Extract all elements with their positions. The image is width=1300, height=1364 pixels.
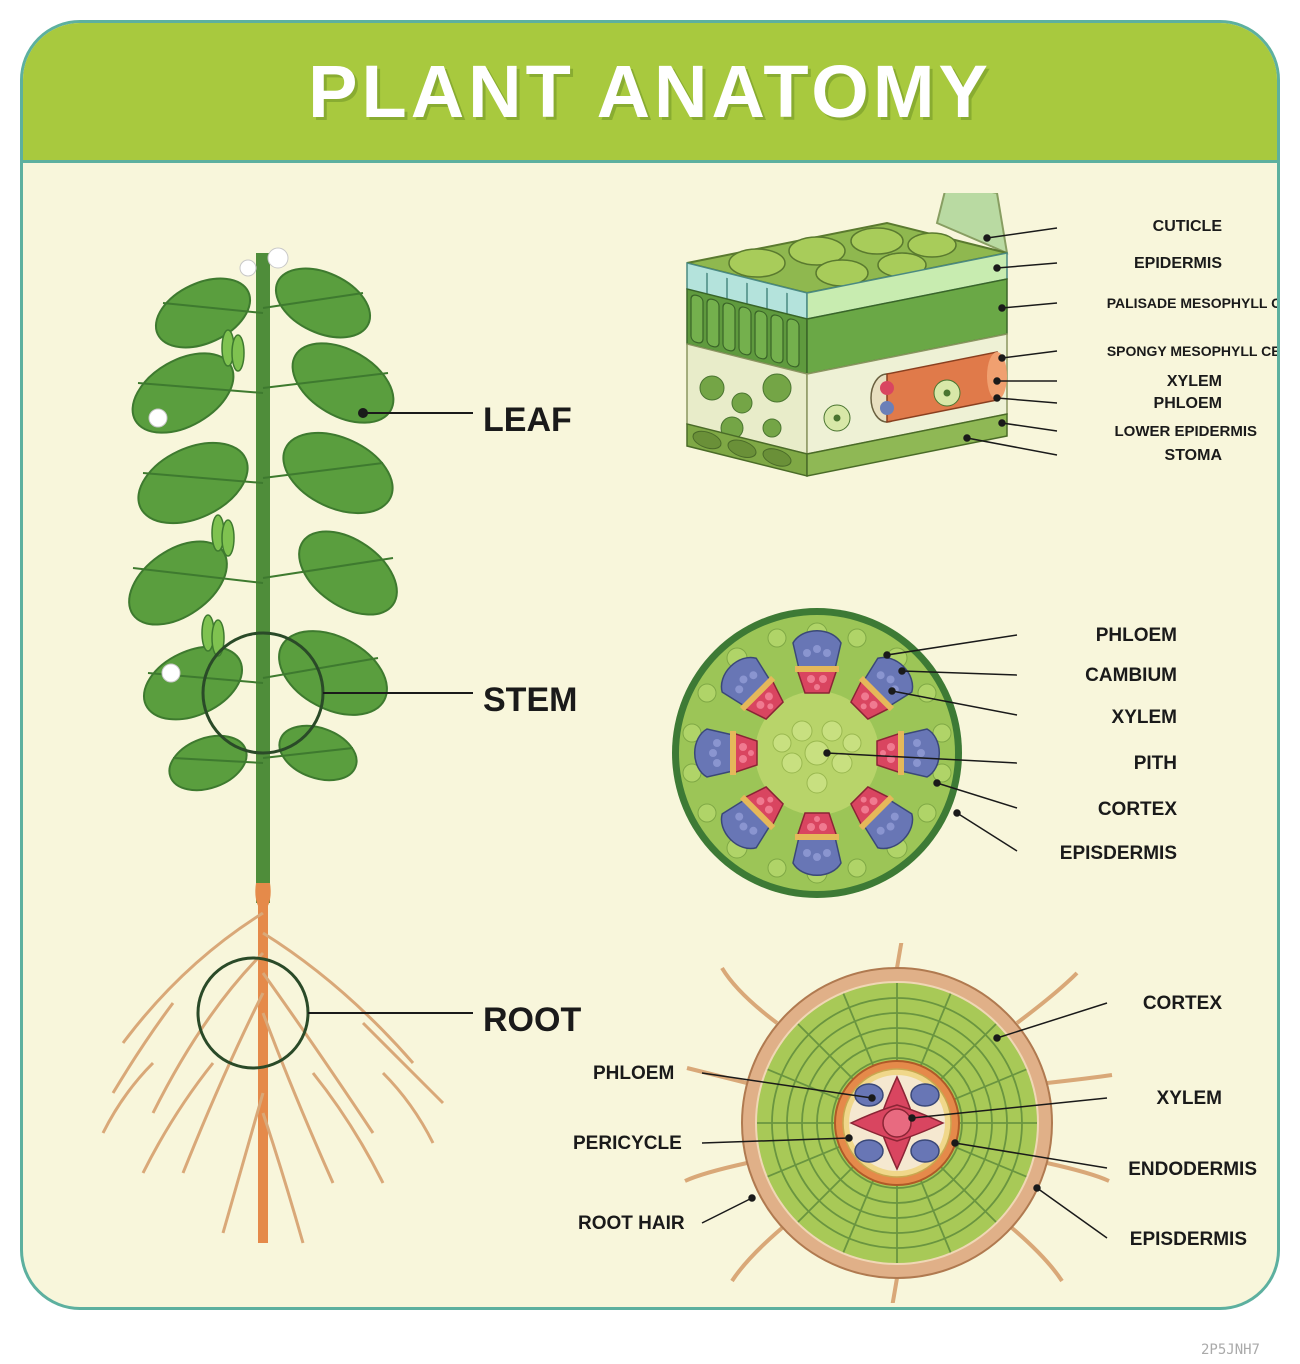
- leaf-label-2: PALISADE MESOPHYLL CELLS: [1107, 295, 1280, 311]
- leaf-label-0: CUTICLE: [1153, 218, 1222, 236]
- plant-label-root: ROOT: [483, 1001, 581, 1040]
- plant-label-stem: STEM: [483, 681, 577, 720]
- root-label-r3: EPISDERMIS: [1130, 1229, 1247, 1251]
- watermark: 2P5JNH7: [1201, 1342, 1260, 1358]
- root-label-r0: CORTEX: [1143, 993, 1222, 1015]
- leaf-cross-section: [667, 193, 1227, 533]
- leaf-label-4: XYLEM: [1167, 373, 1222, 391]
- leaf-label-1: EPIDERMIS: [1134, 255, 1222, 273]
- header-bar: PLANT ANATOMY: [23, 23, 1277, 163]
- stem-label-4: CORTEX: [1098, 799, 1177, 821]
- root-label-r1: XYLEM: [1157, 1088, 1222, 1110]
- root-label-l2: ROOT HAIR: [578, 1213, 685, 1235]
- leaf-label-6: LOWER EPIDERMIS: [1114, 423, 1257, 440]
- stem-label-2: XYLEM: [1112, 707, 1177, 729]
- stem-label-1: CAMBIUM: [1085, 665, 1177, 687]
- leaf-label-5: PHLOEM: [1154, 395, 1222, 413]
- leaf-label-7: STOMA: [1165, 447, 1222, 465]
- root-cross-section: [597, 943, 1217, 1303]
- root-label-r2: ENDODERMIS: [1128, 1159, 1257, 1181]
- stem-label-3: PITH: [1134, 753, 1177, 775]
- root-label-l0: PHLOEM: [593, 1063, 674, 1085]
- root-label-l1: PERICYCLE: [573, 1133, 682, 1155]
- leaf-label-3: SPONGY MESOPHYLL CELLS: [1107, 343, 1280, 359]
- content-area: LEAF STEM ROOT: [23, 163, 1277, 1307]
- plant-label-leaf: LEAF: [483, 401, 572, 440]
- stem-label-5: EPISDERMIS: [1060, 843, 1177, 865]
- anatomy-card: PLANT ANATOMY: [20, 20, 1280, 1310]
- whole-plant-diagram: [63, 193, 583, 1293]
- page-title: PLANT ANATOMY: [308, 49, 992, 134]
- stem-label-0: PHLOEM: [1096, 625, 1177, 647]
